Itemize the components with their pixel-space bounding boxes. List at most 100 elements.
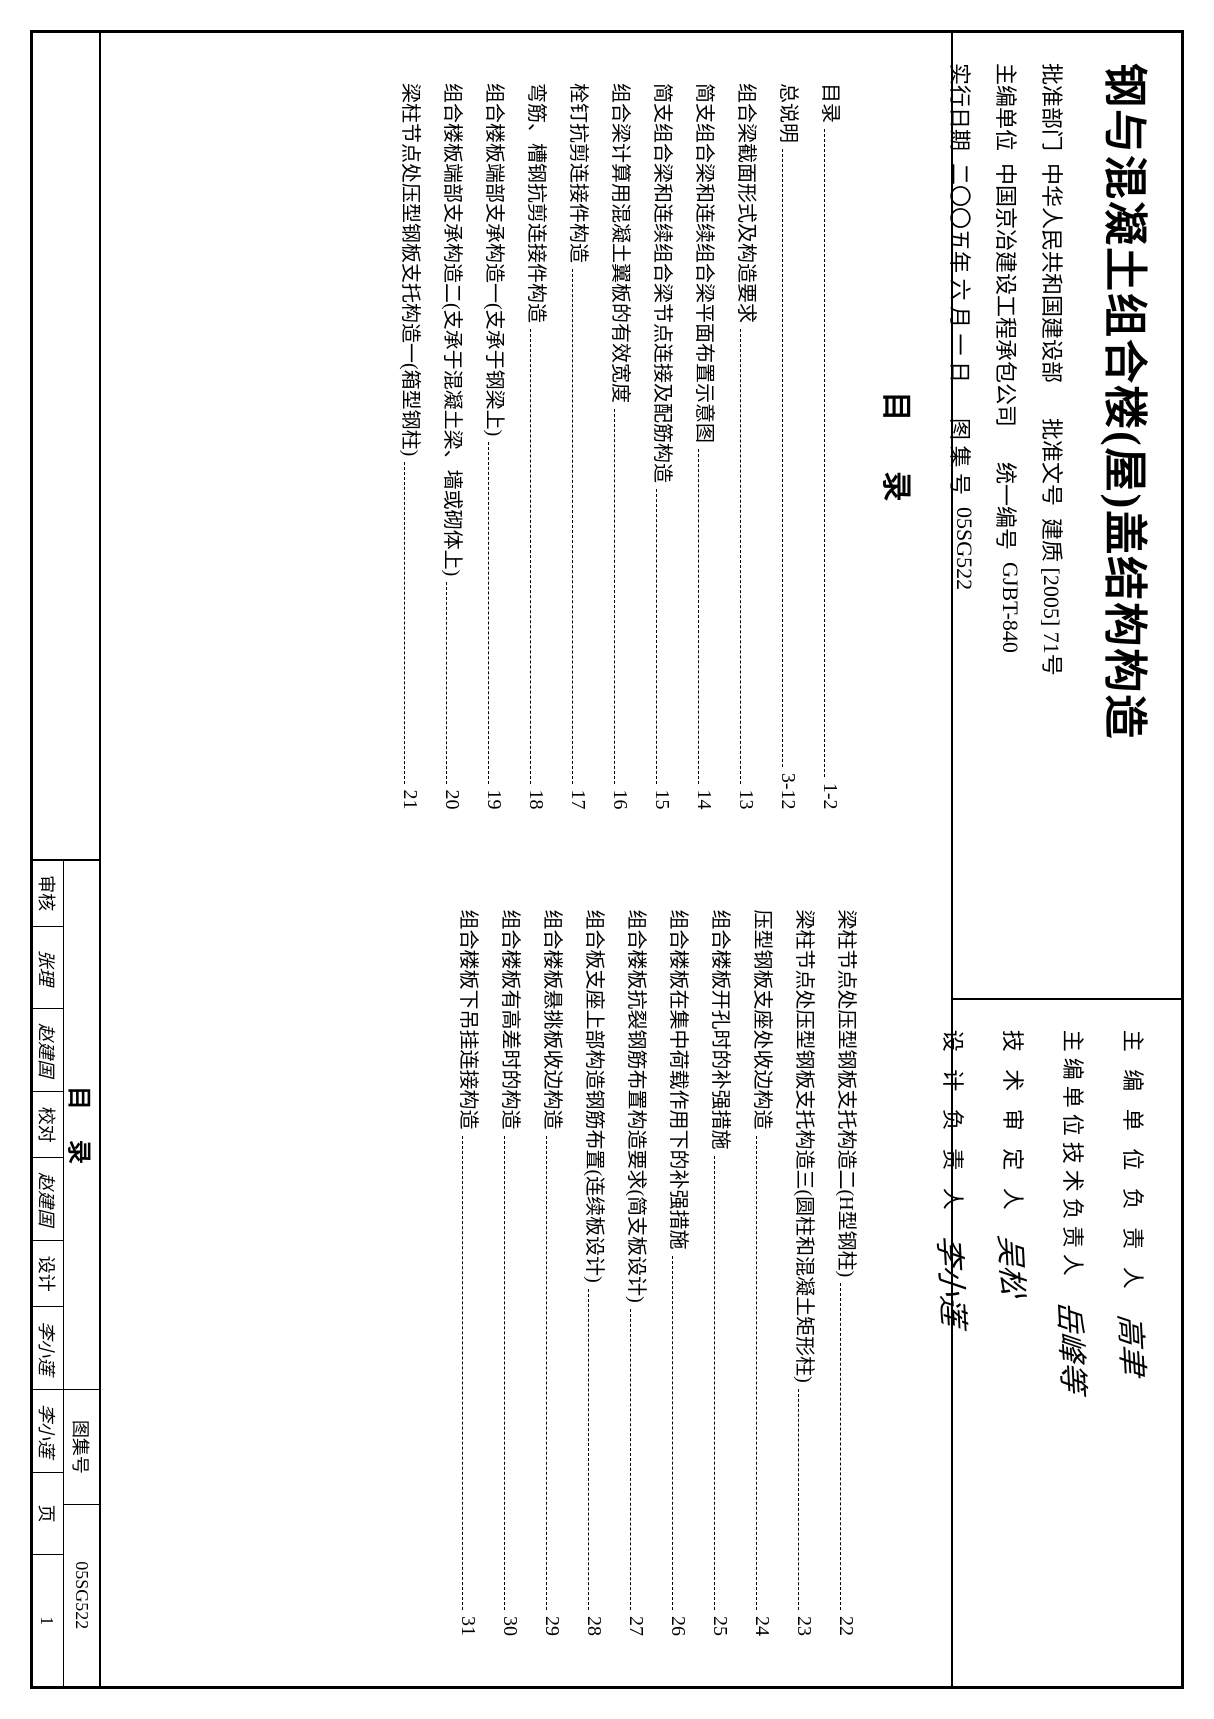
toc-label: 梁柱节点处压型钢板支托构造一(箱型钢柱) (398, 83, 427, 456)
toc-leader (462, 1136, 463, 1611)
main-unit: 中国京冶建设工程承包公司 (991, 163, 1023, 427)
toc-label: 组合楼板有高差时的构造 (498, 910, 527, 1130)
toc-label: 总说明 (776, 83, 805, 143)
toc-entry: 目录1-2 (818, 83, 847, 810)
toc-label: 组合楼板端部支承构造二(支承于混凝土梁、墙或砌体上) (440, 83, 469, 576)
footer-toc: 目录 (64, 861, 99, 1391)
toc-page: 16 (608, 790, 631, 810)
toc-leader (756, 1136, 757, 1611)
toc-entry: 组合楼板有高差时的构造 30 (498, 910, 527, 1637)
toc-page: 17 (566, 790, 589, 810)
footer-page-label: 页 (31, 1473, 63, 1556)
toc-leader (656, 489, 657, 784)
signer-4-sig: 李小莲 (930, 1233, 979, 1327)
fb-r2v: 赵建国 (31, 1009, 63, 1092)
toc-entry: 梁柱节点处压型钢板支托构造二(H型钢柱) 22 (834, 910, 863, 1637)
toc-entry: 简支组合梁和连续组合梁平面布置示意图14 (692, 83, 721, 810)
toc-leader (798, 1389, 799, 1610)
header-left: 钢与混凝土组合楼(屋)盖结构构造 批准部门中华人民共和国建设部 批准文号建质 [… (953, 33, 1181, 1000)
toc-label: 组合梁计算用混凝土翼板的有效宽度 (608, 83, 637, 403)
approve-num-label: 批准文号 (1037, 418, 1069, 506)
signer-2-sig: 岳峰等 (1050, 1299, 1099, 1393)
toc-entry: 压型钢板支座处收边构造 24 (750, 910, 779, 1637)
toc-entry: 总说明3-12 (776, 83, 805, 810)
toc-entry: 组合梁截面形式及构造要求13 (734, 83, 763, 810)
toc-leader (588, 1289, 589, 1610)
toc-entry: 梁柱节点处压型钢板支托构造三(圆柱和混凝土矩形柱) 23 (792, 910, 821, 1637)
info-row-1: 批准部门中华人民共和国建设部 批准文号建质 [2005] 71号 (1037, 63, 1069, 968)
toc-label: 简支组合梁和连续组合梁节点连接及配筋构造 (650, 83, 679, 483)
toc-page: 19 (482, 790, 505, 810)
toc-entry: 梁柱节点处压型钢板支托构造一(箱型钢柱)21 (398, 83, 427, 810)
toc-entry: 栓钉抗剪连接件构造17 (566, 83, 595, 810)
toc-entry: 组合楼板端部支承构造二(支承于混凝土梁、墙或砌体上) 20 (440, 83, 469, 810)
toc-label: 组合楼板在集中荷载作用下的补强措施 (666, 910, 695, 1250)
page-frame: 钢与混凝土组合楼(屋)盖结构构造 批准部门中华人民共和国建设部 批准文号建质 [… (30, 30, 1184, 1689)
toc-page: 20 (440, 790, 463, 810)
toc-page: 31 (456, 1616, 479, 1636)
toc-entry: 组合梁计算用混凝土翼板的有效宽度 16 (608, 83, 637, 810)
signer-3-sig: 吴松 (990, 1234, 1037, 1298)
toc-leader (740, 329, 741, 784)
toc-leader (504, 1136, 505, 1611)
toc-entry: 组合楼板下吊挂连接构造31 (456, 910, 485, 1637)
signer-1-sig: 高聿 (1110, 1313, 1157, 1377)
toc-page: 26 (666, 1616, 689, 1636)
toc-label: 组合楼板抗裂钢筋布置构造要求(简支板设计) (624, 910, 653, 1303)
toc-page: 22 (834, 1616, 857, 1636)
toc-label: 组合板支座上部构造钢筋布置(连续板设计) (582, 910, 611, 1283)
footer-right: 目录 图集号 05SG522 审核 张理 赵建国 校对 赵建国 设计 李小莲 李… (31, 861, 99, 1687)
toc-entry: 组合楼板端部支承构造一(支承于钢梁上) 19 (482, 83, 511, 810)
toc-label: 组合楼板端部支承构造一(支承于钢梁上) (482, 83, 511, 436)
toc-entry: 组合楼板开孔时的补强措施25 (708, 910, 737, 1637)
fb-r1v: 张理 (31, 927, 63, 1010)
toc-leader (672, 1256, 673, 1611)
toc-entry: 组合楼板悬挑板收边构造29 (540, 910, 569, 1637)
uni-num-label: 统一编号 (991, 462, 1023, 550)
toc-entry: 简支组合梁和连续组合梁节点连接及配筋构造 15 (650, 83, 679, 810)
document-title: 钢与混凝土组合楼(屋)盖结构构造 (1097, 63, 1161, 968)
header: 钢与混凝土组合楼(屋)盖结构构造 批准部门中华人民共和国建设部 批准文号建质 [… (951, 33, 1181, 1686)
toc-leader (840, 1283, 841, 1610)
toc-label: 弯筋、槽钢抗剪连接件构造 (524, 83, 553, 323)
toc-leader (546, 1136, 547, 1611)
signer-2-label: 主编单位技术负责人 (1058, 1030, 1090, 1282)
fb-r3: 校对 (31, 1092, 63, 1158)
toc-entry: 弯筋、槽钢抗剪连接件构造 18 (524, 83, 553, 810)
toc-page: 24 (750, 1616, 773, 1636)
footer-atlas-val: 05SG522 (64, 1505, 99, 1686)
toc-label: 压型钢板支座处收边构造 (750, 910, 779, 1130)
toc-leader (782, 149, 783, 767)
toc-page: 28 (582, 1616, 605, 1636)
toc-leader (614, 409, 615, 784)
fb-r4: 设计 (31, 1241, 63, 1307)
toc-leader (572, 269, 573, 784)
toc-label: 梁柱节点处压型钢板支托构造二(H型钢柱) (834, 910, 863, 1278)
toc-entry: 组合板支座上部构造钢筋布置(连续板设计) 28 (582, 910, 611, 1637)
footer-atlas-label: 图集号 (64, 1390, 99, 1504)
toc-leader (446, 582, 447, 783)
toc-leader (404, 462, 405, 783)
footer-bottom-row: 审核 张理 赵建国 校对 赵建国 设计 李小莲 李小莲 页 1 (31, 861, 63, 1687)
footer: 目录 图集号 05SG522 审核 张理 赵建国 校对 赵建国 设计 李小莲 李… (31, 33, 101, 1686)
toc-leader (488, 442, 489, 783)
toc-label: 梁柱节点处压型钢板支托构造三(圆柱和混凝土矩形柱) (792, 910, 821, 1383)
toc-page: 18 (524, 790, 547, 810)
toc-page: 29 (540, 1616, 563, 1636)
toc-leader (714, 1156, 715, 1611)
info-row-2: 主编单位中国京冶建设工程承包公司 统一编号GJBT-840 (991, 63, 1023, 968)
toc-page: 25 (708, 1616, 731, 1636)
toc-page: 27 (624, 1616, 647, 1636)
toc-page: 15 (650, 790, 673, 810)
toc-page: 13 (734, 790, 757, 810)
toc-page: 30 (498, 1616, 521, 1636)
body: 目录 目录1-2总说明3-12组合梁截面形式及构造要求13简支组合梁和连续组合梁… (101, 33, 951, 1686)
footer-spacer (31, 33, 99, 861)
toc-entry: 组合楼板在集中荷载作用下的补强措施 26 (666, 910, 695, 1637)
toc-page: 23 (792, 1616, 815, 1636)
approve-num: 建质 [2005] 71号 (1037, 518, 1069, 676)
toc-right-column: 梁柱节点处压型钢板支托构造二(H型钢柱) 22 梁柱节点处压型钢板支托构造三(圆柱和… (101, 860, 951, 1687)
approve-dept-label: 批准部门 (1037, 63, 1069, 151)
fb-r4v: 李小莲 (31, 1307, 63, 1390)
toc-label: 简支组合梁和连续组合梁平面布置示意图 (692, 83, 721, 443)
